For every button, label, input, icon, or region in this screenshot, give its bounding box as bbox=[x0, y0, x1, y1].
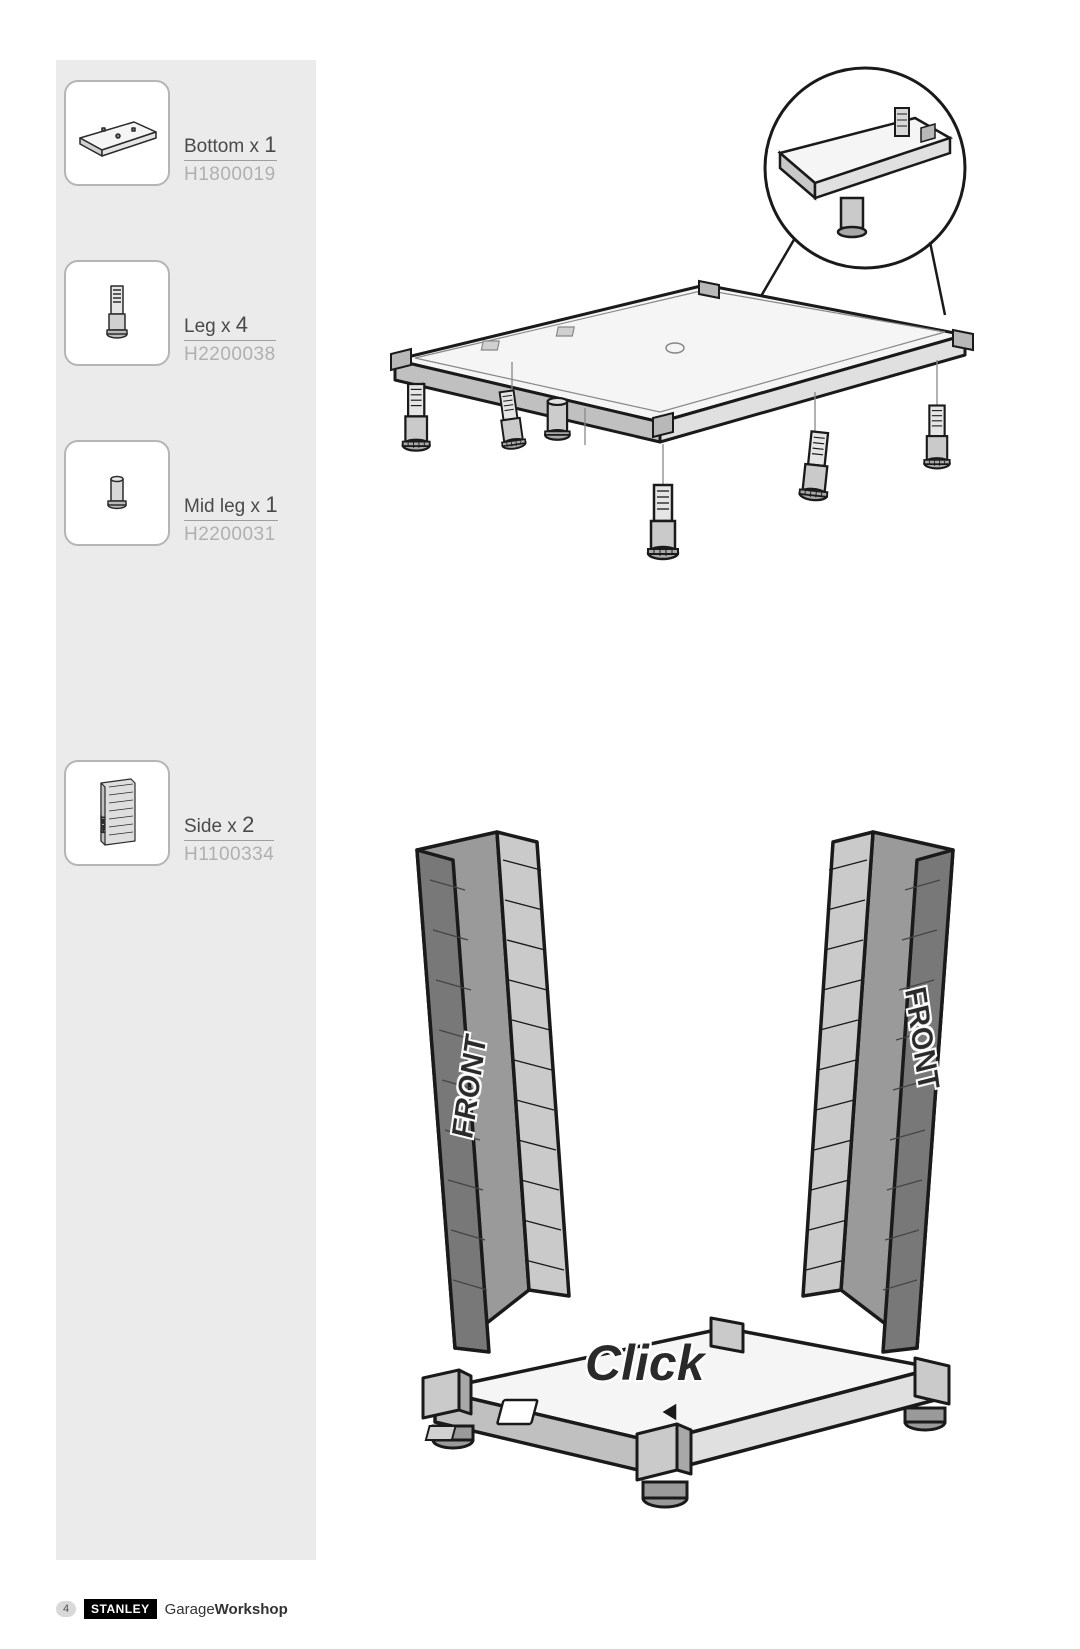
part-code: H1800019 bbox=[184, 164, 277, 186]
click-label: Click bbox=[585, 1335, 707, 1391]
side-panel-right: FRONT bbox=[803, 832, 953, 1352]
step2-diagram: FRONT bbox=[365, 790, 1005, 1570]
midleg-icon bbox=[97, 463, 137, 523]
part-code: H2200031 bbox=[184, 524, 278, 546]
part-side: FRONT Side x 2 H1100334 bbox=[64, 760, 274, 866]
part-midleg: Mid leg x 1 H2200031 bbox=[64, 440, 278, 546]
part-code: H2200038 bbox=[184, 344, 276, 366]
part-midleg-icon-box bbox=[64, 440, 170, 546]
brand-logo: STANLEY bbox=[84, 1599, 157, 1619]
step1-diagram bbox=[355, 60, 1015, 580]
part-bottom: Bottom x 1 H1800019 bbox=[64, 80, 277, 186]
bottom-panel-icon bbox=[72, 108, 162, 158]
svg-text:FRONT: FRONT bbox=[101, 816, 107, 833]
side-panel-icon: FRONT bbox=[87, 773, 147, 853]
side-panel-left: FRONT bbox=[417, 832, 569, 1352]
part-side-icon-box: FRONT bbox=[64, 760, 170, 866]
part-code: H1100334 bbox=[184, 844, 274, 866]
part-leg-icon-box bbox=[64, 260, 170, 366]
detail-callout bbox=[750, 68, 965, 315]
part-title: Mid leg x 1 bbox=[184, 492, 278, 521]
part-bottom-icon-box bbox=[64, 80, 170, 186]
leg-icon bbox=[97, 278, 137, 348]
assembly-diagrams: FRONT bbox=[340, 60, 1030, 1560]
page-footer: 4 STANLEY GarageWorkshop bbox=[56, 1599, 288, 1619]
product-name: GarageWorkshop bbox=[165, 1601, 288, 1618]
page-number: 4 bbox=[56, 1601, 76, 1617]
bottom-panel-exploded bbox=[391, 281, 973, 559]
parts-sidebar: Bottom x 1 H1800019 Le bbox=[56, 60, 316, 1560]
part-title: Side x 2 bbox=[184, 812, 274, 841]
part-title: Leg x 4 bbox=[184, 312, 276, 341]
part-title: Bottom x 1 bbox=[184, 132, 277, 161]
part-leg: Leg x 4 H2200038 bbox=[64, 260, 276, 366]
